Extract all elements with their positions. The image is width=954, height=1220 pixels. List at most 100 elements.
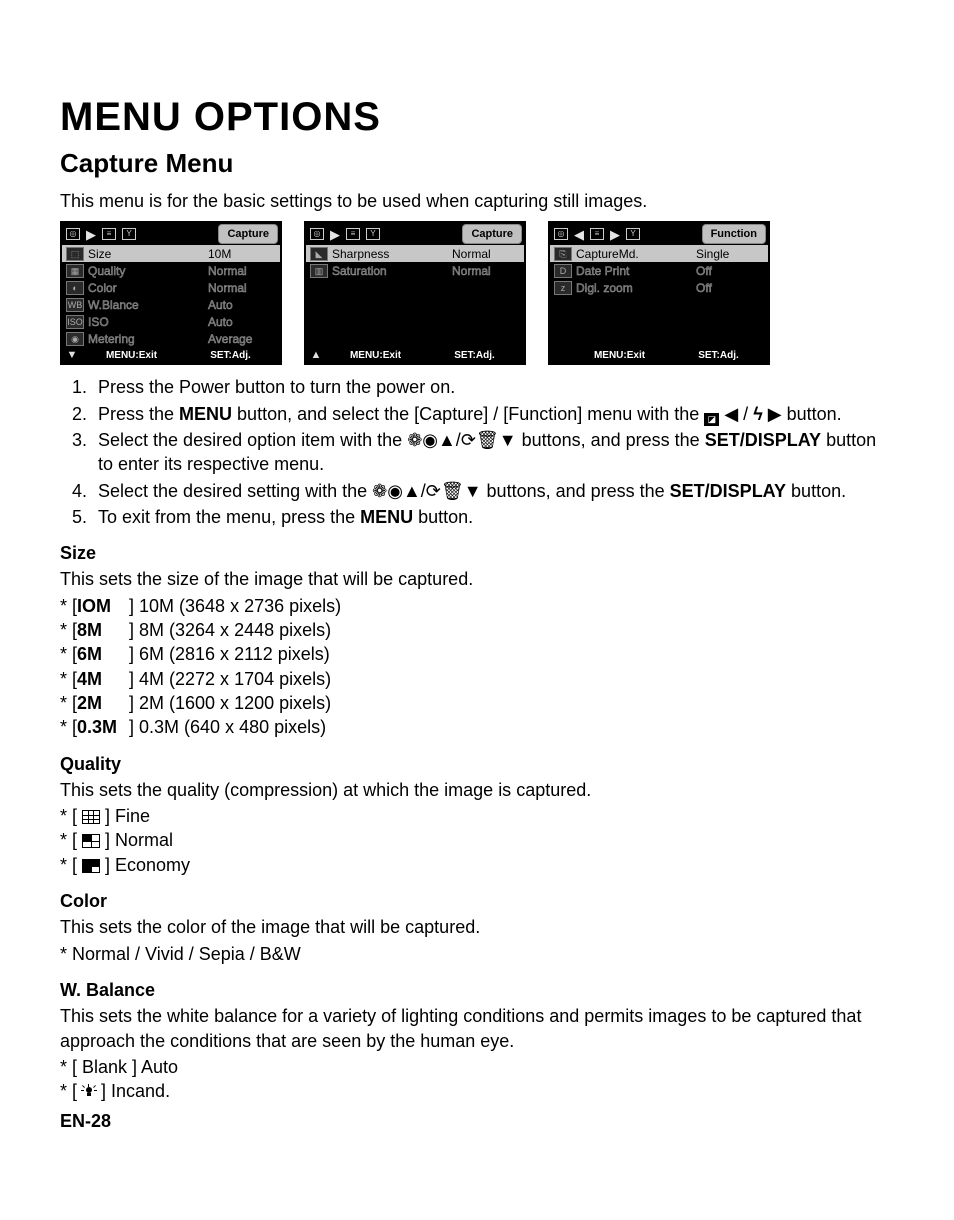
menu-row-icon: ▦ (66, 264, 84, 278)
menu-row-value: Normal (208, 280, 280, 296)
menu-row-label: Sharpness (332, 246, 452, 262)
menu-row-label: Quality (88, 263, 208, 279)
page-title: MENU OPTIONS (60, 90, 894, 144)
menu-row (550, 330, 768, 347)
size-option: * [4M] 4M (2272 x 1704 pixels) (60, 667, 894, 691)
menu-row: ⬚ Size10M (62, 245, 280, 262)
menu-footer-exit: MENU:Exit (82, 349, 181, 363)
menu-row-label: Date Print (576, 263, 696, 279)
intro-text: This menu is for the basic settings to b… (60, 189, 894, 213)
menu-row: ◣ SharpnessNormal (306, 245, 524, 262)
menu-row: z Digi. zoomOff (550, 279, 768, 296)
menu-row-icon: z (554, 281, 572, 295)
menu-tab-label: Capture (462, 224, 522, 244)
menu-row: ⎘ CaptureMd.Single (550, 245, 768, 262)
section-heading-size: Size (60, 541, 894, 565)
instruction-step-2: Press the MENU button, and select the [C… (92, 402, 894, 426)
size-desc: This sets the size of the image that wil… (60, 567, 894, 591)
menu-row-label: CaptureMd. (576, 246, 696, 262)
quality-options: * [ ] Fine* [ ] Normal* [ ] Economy (60, 804, 894, 877)
menu-row (306, 330, 524, 347)
menu-row-label: Digi. zoom (576, 280, 696, 296)
menu-row-value: Average (208, 331, 280, 347)
menu-row: ◐ ColorNormal (62, 279, 280, 296)
menu-row: ▥ SaturationNormal (306, 262, 524, 279)
menu-row-icon: WB (66, 298, 84, 312)
menu-footer-arrow: ▲ (306, 348, 326, 363)
menu-row-icon: ⬚ (66, 247, 84, 261)
menu-row-icon: ▥ (310, 264, 328, 278)
menu-screenshot-1: ◎▶ ≡ YCapture ⬚ Size10M ▦ QualityNormal ◐ Colo… (60, 221, 282, 365)
size-option: * [IOM] 10M (3648 x 2736 pixels) (60, 594, 894, 618)
section-heading-wbalance: W. Balance (60, 978, 894, 1002)
menu-row-value: Off (696, 263, 768, 279)
menu-row (306, 296, 524, 313)
menu-row: D Date PrintOff (550, 262, 768, 279)
menu-row-value: 10M (208, 246, 280, 262)
menu-row (306, 279, 524, 296)
menu-row-label: Saturation (332, 263, 452, 279)
menu-tab-label: Capture (218, 224, 278, 244)
color-options: * Normal / Vivid / Sepia / B&W (60, 942, 894, 966)
size-option: * [8M] 8M (3264 x 2448 pixels) (60, 618, 894, 642)
size-options: * [IOM] 10M (3648 x 2736 pixels)* [8M] 8… (60, 594, 894, 740)
menu-tab-icons: ◎▶ ≡ Y (62, 223, 218, 245)
menu-row-icon: ◉ (66, 332, 84, 346)
menu-tab-icons: ◎▶ ≡ Y (306, 223, 462, 245)
page-subtitle: Capture Menu (60, 146, 894, 181)
menu-row-label: W.Blance (88, 297, 208, 313)
menu-row-value: Normal (208, 263, 280, 279)
menu-footer-set: SET:Adj. (181, 349, 280, 363)
menu-row-value: Auto (208, 297, 280, 313)
quality-option: * [ ] Economy (60, 853, 894, 877)
size-option: * [0.3M] 0.3M (640 x 480 pixels) (60, 715, 894, 739)
menu-row-value: Single (696, 246, 768, 262)
quality-option: * [ ] Fine (60, 804, 894, 828)
menu-row-icon: D (554, 264, 572, 278)
quality-desc: This sets the quality (compression) at w… (60, 778, 894, 802)
menu-row-label: Metering (88, 331, 208, 347)
menu-tab-icons: ◎◀ ≡▶ Y (550, 223, 702, 245)
wbalance-option: * [ Blank ] Auto (60, 1055, 894, 1079)
menu-row: ISOISOAuto (62, 313, 280, 330)
instruction-step-4: Select the desired setting with the ❁◉▲/… (92, 479, 894, 503)
menu-row (550, 313, 768, 330)
menu-row-value: Off (696, 280, 768, 296)
menu-row-value: Auto (208, 314, 280, 330)
instruction-list: Press the Power button to turn the power… (60, 375, 894, 529)
menu-screenshot-2: ◎▶ ≡ YCapture ◣ SharpnessNormal ▥ Saturation… (304, 221, 526, 365)
menu-row-label: Size (88, 246, 208, 262)
menu-tab-label: Function (702, 224, 766, 244)
menu-row-label: Color (88, 280, 208, 296)
menu-footer-set: SET:Adj. (669, 349, 768, 363)
menu-row (306, 313, 524, 330)
quality-option: * [ ] Normal (60, 828, 894, 852)
wbalance-options: * [ Blank ] Auto* [ ] Incand. (60, 1055, 894, 1104)
menu-screenshot-3: ◎◀ ≡▶ YFunction ⎘ CaptureMd.Single D Date Pr… (548, 221, 770, 365)
menu-row-icon: ◣ (310, 247, 328, 261)
menu-row-label: ISO (88, 314, 208, 330)
instruction-step-1: Press the Power button to turn the power… (92, 375, 894, 399)
menu-footer-set: SET:Adj. (425, 349, 524, 363)
wbalance-desc: This sets the white balance for a variet… (60, 1004, 894, 1053)
size-option: * [6M] 6M (2816 x 2112 pixels) (60, 642, 894, 666)
menu-row (550, 296, 768, 313)
section-heading-quality: Quality (60, 752, 894, 776)
menu-footer-exit: MENU:Exit (326, 349, 425, 363)
menu-footer-exit: MENU:Exit (570, 349, 669, 363)
menu-row-icon: ISO (66, 315, 84, 329)
section-heading-color: Color (60, 889, 894, 913)
menu-row-value: Normal (452, 246, 524, 262)
instruction-step-5: To exit from the menu, press the MENU bu… (92, 505, 894, 529)
menu-footer-arrow: ▼ (62, 348, 82, 363)
menu-row: ◉ MeteringAverage (62, 330, 280, 347)
menu-row-icon: ⎘ (554, 247, 572, 261)
instruction-step-3: Select the desired option item with the … (92, 428, 894, 477)
menu-row: WB W.BlanceAuto (62, 296, 280, 313)
menu-row-icon: ◐ (66, 281, 84, 295)
menu-row-value: Normal (452, 263, 524, 279)
wbalance-option: * [ ] Incand. (60, 1079, 894, 1103)
menu-row: ▦ QualityNormal (62, 262, 280, 279)
page-number: EN-28 (60, 1109, 894, 1133)
size-option: * [2M] 2M (1600 x 1200 pixels) (60, 691, 894, 715)
